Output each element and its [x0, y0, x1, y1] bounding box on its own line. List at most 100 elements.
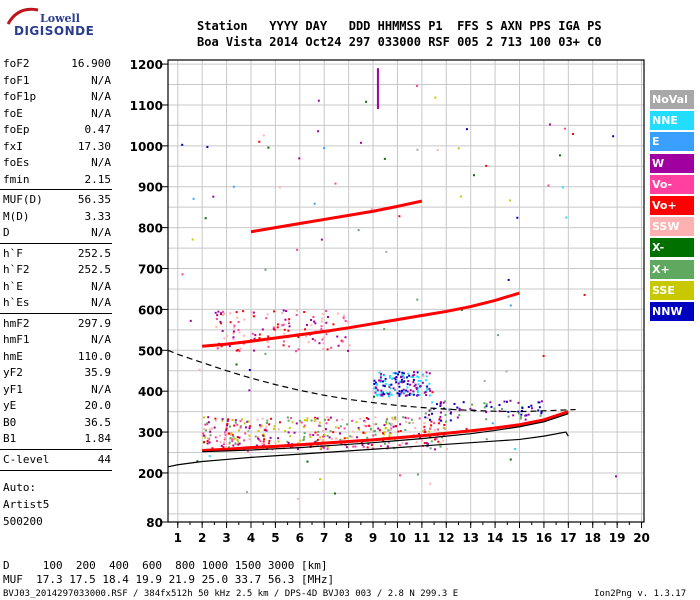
echo-dot — [485, 405, 488, 408]
echo-dot — [400, 391, 403, 394]
echo-dot — [520, 413, 523, 416]
echo-dot — [438, 420, 441, 423]
echo-dot — [374, 391, 377, 394]
echo-dot — [380, 372, 383, 375]
echo-dot — [235, 349, 238, 352]
echo-dot — [305, 335, 308, 338]
echo-dot — [442, 401, 445, 404]
echo-dot — [288, 426, 291, 429]
echo-dot — [336, 312, 339, 315]
echo-dot — [262, 433, 265, 436]
echo-dot — [412, 381, 415, 384]
echo-dot — [407, 417, 410, 420]
echo-dot — [261, 328, 264, 331]
echo-dot — [398, 385, 401, 388]
echo-dot — [325, 321, 328, 324]
echo-dot — [524, 418, 527, 421]
echo-dot — [391, 377, 394, 380]
echo-dot — [414, 427, 417, 430]
echo-dot — [388, 385, 391, 388]
param-row: foE N/A — [3, 106, 111, 122]
echo-dot — [412, 390, 415, 393]
echo-dot — [246, 450, 249, 453]
echo-dot — [399, 423, 402, 426]
echo-dot — [259, 424, 262, 427]
legend-item: NoVal — [650, 90, 694, 109]
param-value: 44 — [97, 452, 111, 466]
echo-dot — [381, 380, 384, 383]
param-row: fmin 2.15 — [3, 172, 111, 188]
echo-dot — [310, 324, 313, 327]
echo-dot — [287, 329, 290, 332]
param-value: 17.30 — [77, 139, 111, 153]
param-name: fmin — [3, 172, 30, 186]
echo-dot — [265, 429, 268, 432]
echo-dot — [224, 432, 227, 435]
echo-dot — [509, 458, 512, 461]
echo-dot — [394, 416, 397, 419]
echo-dot — [347, 321, 350, 324]
echo-dot — [260, 424, 263, 427]
echo-dot — [273, 310, 276, 313]
echo-dot — [289, 435, 292, 438]
series-second-hop — [202, 291, 520, 348]
echo-dot — [276, 323, 279, 326]
echo-dot — [387, 429, 390, 432]
echo-dot — [206, 146, 209, 149]
echo-dot — [265, 425, 268, 428]
echo-dot — [395, 376, 398, 379]
echo-dot — [345, 444, 348, 447]
echo-dot — [517, 412, 520, 415]
echo-dot — [311, 337, 314, 340]
echo-dot — [266, 341, 269, 344]
echo-dot — [231, 419, 234, 422]
x-tick-label: 3 — [222, 531, 230, 545]
echo-dot — [612, 135, 615, 138]
echo-dot — [418, 393, 421, 396]
echo-dot — [377, 427, 380, 430]
echo-dot — [206, 422, 209, 425]
echo-dot — [254, 336, 257, 339]
echo-dot — [412, 378, 415, 381]
echo-dot — [490, 405, 493, 408]
echo-dot — [313, 419, 316, 422]
echo-dot — [343, 437, 346, 440]
echo-dot — [325, 422, 328, 425]
echo-dot — [373, 379, 376, 382]
echo-dot — [509, 304, 512, 307]
legend-item: Vo- — [650, 174, 694, 194]
echo-dot — [375, 390, 378, 393]
y-tick-label: 200 — [138, 467, 163, 481]
echo-dot — [332, 431, 335, 434]
echo-dot — [327, 418, 330, 421]
echo-dot — [429, 408, 432, 411]
echo-dot — [436, 148, 439, 151]
param-value: 252.5 — [77, 246, 111, 260]
echo-dot — [237, 429, 240, 432]
echo-dot — [429, 418, 432, 421]
echo-dot — [498, 410, 501, 413]
echo-dot — [507, 278, 510, 281]
echo-dot — [204, 217, 207, 220]
echo-dot — [303, 424, 306, 427]
echo-dot — [387, 441, 390, 444]
echo-dot — [356, 436, 359, 439]
echo-dot — [221, 329, 224, 332]
echo-dot — [398, 444, 401, 447]
echo-dot — [367, 418, 370, 421]
echo-dot — [403, 380, 406, 383]
echo-dot — [366, 446, 369, 449]
legend-item: SSW — [650, 217, 694, 237]
echo-dot — [426, 385, 429, 388]
echo-dot — [428, 430, 431, 433]
echo-dot — [434, 448, 437, 451]
echo-dot — [213, 426, 216, 429]
echo-dot — [231, 440, 234, 443]
echo-dot — [305, 323, 308, 326]
echo-dot — [368, 424, 371, 427]
echo-dot — [436, 428, 439, 431]
echo-dot — [392, 387, 395, 390]
echo-dot — [359, 417, 362, 420]
echo-dot — [207, 421, 210, 424]
echo-dot — [291, 421, 294, 424]
